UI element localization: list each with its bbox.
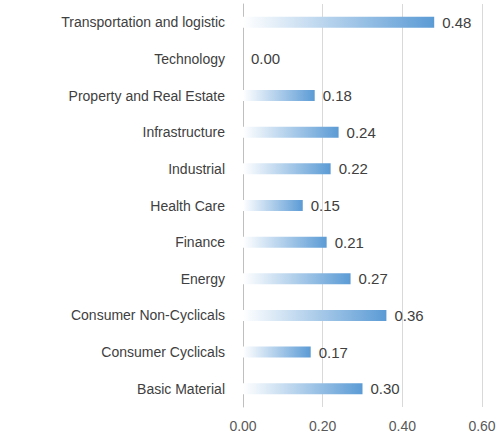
svg-text:0.20: 0.20 — [309, 418, 336, 434]
svg-text:0.40: 0.40 — [389, 418, 416, 434]
svg-text:Health Care: Health Care — [150, 198, 225, 214]
svg-text:Infrastructure: Infrastructure — [143, 124, 226, 140]
svg-text:0.27: 0.27 — [359, 270, 388, 287]
svg-text:0.18: 0.18 — [323, 87, 352, 104]
svg-text:0.30: 0.30 — [371, 380, 400, 397]
svg-text:Industrial: Industrial — [168, 161, 225, 177]
svg-text:0.00: 0.00 — [229, 418, 256, 434]
svg-text:0.60: 0.60 — [468, 418, 495, 434]
svg-text:0.24: 0.24 — [347, 124, 376, 141]
svg-text:Technology: Technology — [154, 51, 225, 67]
svg-text:0.00: 0.00 — [251, 50, 280, 67]
svg-text:Energy: Energy — [181, 271, 225, 287]
svg-text:0.48: 0.48 — [442, 14, 471, 31]
svg-text:0.21: 0.21 — [335, 234, 364, 251]
svg-text:Transportation and logistic: Transportation and logistic — [61, 14, 225, 30]
svg-text:Finance: Finance — [175, 234, 225, 250]
svg-text:0.17: 0.17 — [319, 344, 348, 361]
svg-text:0.36: 0.36 — [394, 307, 423, 324]
svg-text:Property and Real Estate: Property and Real Estate — [69, 88, 226, 104]
svg-text:0.22: 0.22 — [339, 160, 368, 177]
svg-text:0.15: 0.15 — [311, 197, 340, 214]
svg-text:Basic Material: Basic Material — [137, 381, 225, 397]
svg-text:Consumer Non-Cyclicals: Consumer Non-Cyclicals — [71, 307, 225, 323]
svg-text:Consumer Cyclicals: Consumer Cyclicals — [101, 344, 225, 360]
